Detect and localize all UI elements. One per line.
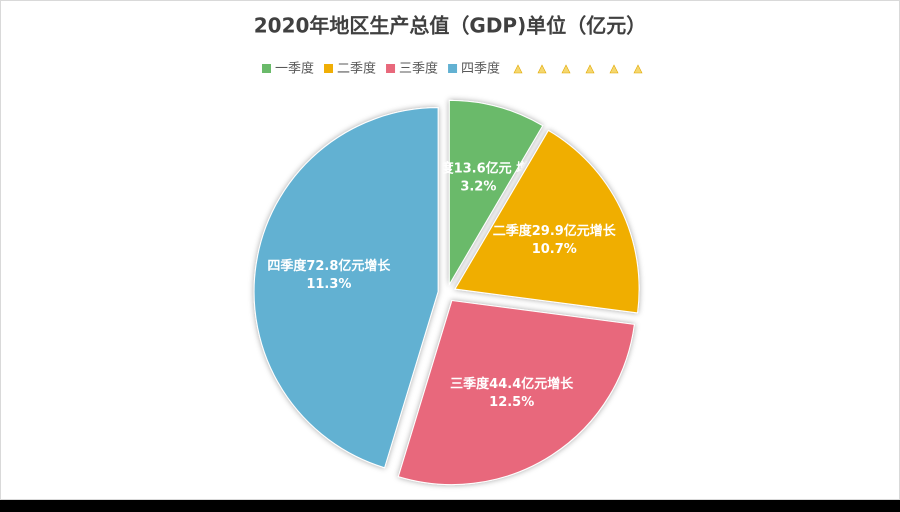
legend-label: 二季度 <box>337 61 376 77</box>
legend-swatch <box>448 64 458 73</box>
data-label-growth: 3.2% <box>460 179 496 194</box>
pie-slice <box>397 300 635 486</box>
legend-swatch <box>324 64 334 73</box>
data-label-growth: 11.3% <box>306 277 351 292</box>
chart-title: 2020年地区生产总值（GDP)单位（亿元） <box>254 14 646 38</box>
data-label: 一季度13.6亿元 增长 <box>415 160 544 176</box>
data-label: 三季度44.4亿元增长 <box>450 376 574 392</box>
pie: 一季度13.6亿元 增长 3.2% 二季度29.9亿元增长 10.7% 三季度44.4亿… <box>253 99 640 486</box>
warning-icon <box>513 64 643 74</box>
data-label: 二季度29.9亿元增长 <box>493 223 617 239</box>
legend-swatch <box>262 64 271 73</box>
pie-slice <box>454 129 640 314</box>
legend: 一季度 二季度 三季度 四季度 <box>262 61 500 77</box>
legend-label: 四季度 <box>461 61 500 77</box>
pie-slice <box>448 99 544 287</box>
data-label-growth: 12.5% <box>489 395 534 410</box>
legend-swatch <box>386 64 396 73</box>
legend-label: 一季度 <box>275 61 314 77</box>
legend-label: 三季度 <box>399 61 438 77</box>
chart: 2020年地区生产总值（GDP)单位（亿元） 一季度 二季度 三季度 四季度 一季度1… <box>0 0 900 500</box>
legend-icons <box>513 64 643 74</box>
data-label-growth: 10.7% <box>532 242 577 257</box>
data-label: 四季度72.8亿元增长 <box>267 258 391 274</box>
pie-slice <box>253 107 439 469</box>
